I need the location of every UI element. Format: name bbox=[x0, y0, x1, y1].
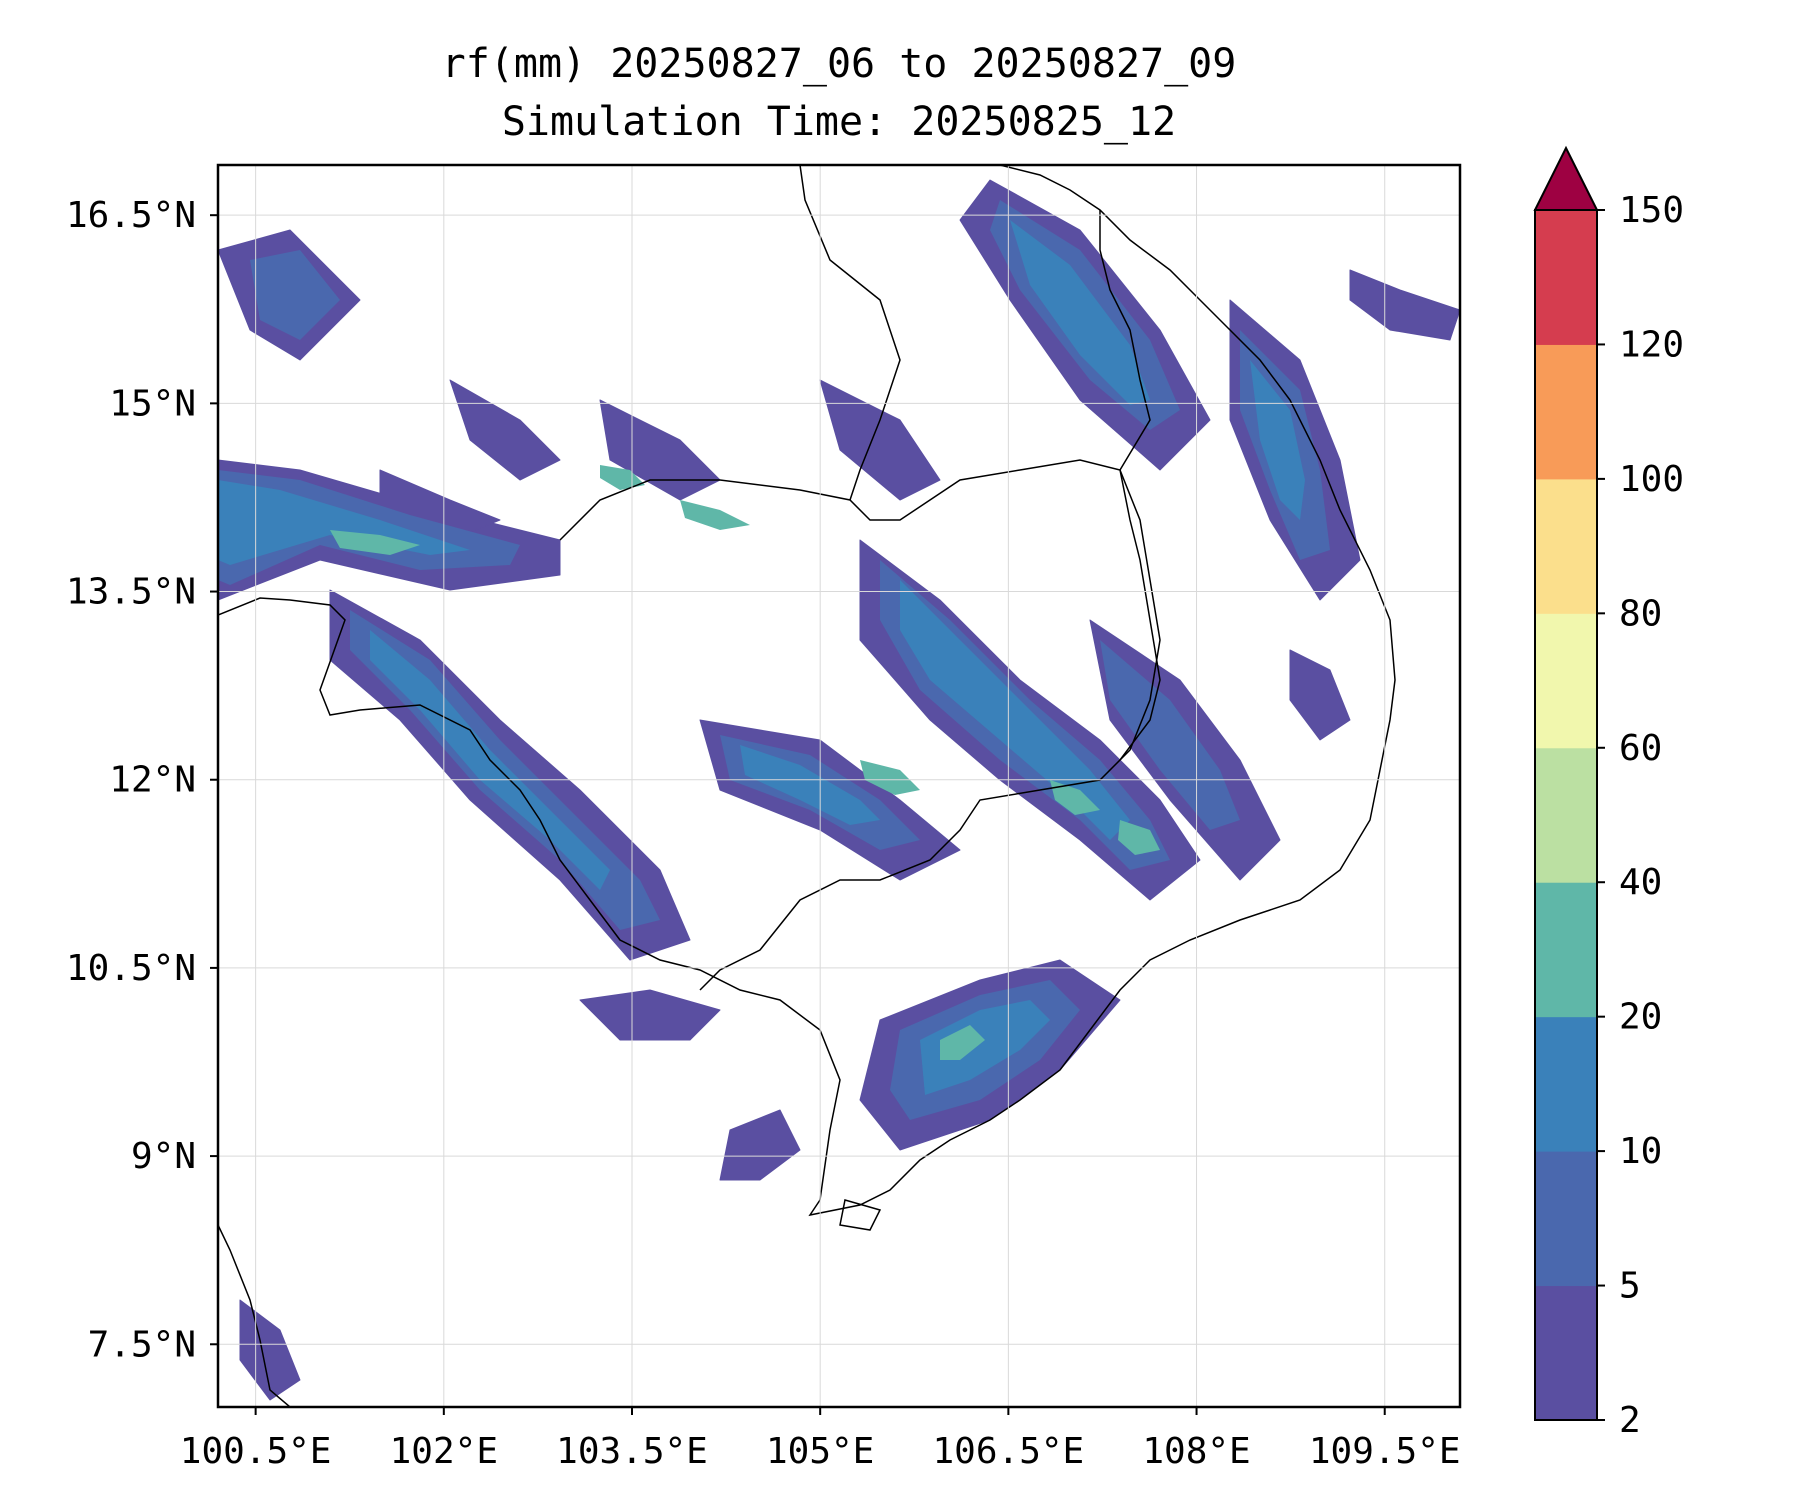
colorbar-tick-label: 80 bbox=[1619, 593, 1662, 634]
lon-tick-label: 108°E bbox=[1142, 1431, 1250, 1472]
map-gridlines bbox=[218, 165, 1460, 1407]
colorbar-tick-label: 100 bbox=[1619, 459, 1684, 500]
colorbar-segment bbox=[1535, 478, 1597, 614]
colorbar-tick-label: 20 bbox=[1619, 997, 1662, 1038]
lon-tick-label: 103.5°E bbox=[556, 1431, 708, 1472]
coastline-and-borders bbox=[218, 165, 1396, 1407]
lon-tick-label: 105°E bbox=[766, 1431, 874, 1472]
colorbar-extend-arrow bbox=[1533, 145, 1599, 211]
latitude-axis: 7.5°N 9°N 10.5°N 12°N 13.5°N 15°N 16.5°N bbox=[66, 195, 218, 1365]
map-plot-area bbox=[218, 165, 1460, 1407]
colorbar-segment bbox=[1535, 747, 1597, 883]
colorbar-segment bbox=[1535, 1016, 1597, 1152]
lat-tick-label: 7.5°N bbox=[88, 1324, 196, 1365]
lon-tick-label: 109.5°E bbox=[1309, 1431, 1461, 1472]
lat-tick-label: 9°N bbox=[131, 1136, 196, 1177]
colorbar-segment bbox=[1535, 210, 1597, 345]
colorbar: 2 5 10 20 40 60 80 100 120 150 bbox=[1533, 145, 1684, 1441]
colorbar-frame bbox=[1534, 209, 1598, 1421]
colorbar-segment bbox=[1535, 882, 1597, 1018]
colorbar-tick-label: 40 bbox=[1619, 862, 1662, 903]
colorbar-tick-label: 150 bbox=[1619, 190, 1684, 231]
map-frame bbox=[216, 163, 1462, 1409]
lat-tick-label: 16.5°N bbox=[66, 195, 196, 236]
colorbar-segment bbox=[1535, 344, 1597, 480]
longitude-axis: 100.5°E 102°E 103.5°E 105°E 106.5°E 108°E 109.… bbox=[180, 1407, 1461, 1472]
chart-title: rf(mm) 20250827_06 to 20250827_09 bbox=[441, 41, 1237, 87]
colorbar-segment bbox=[1535, 1285, 1597, 1421]
colorbar-segment bbox=[1535, 613, 1597, 749]
lon-tick-label: 102°E bbox=[390, 1431, 498, 1472]
colorbar-tick-label: 5 bbox=[1619, 1266, 1641, 1307]
chart-subtitle: Simulation Time: 20250825_12 bbox=[501, 99, 1177, 145]
colorbar-tick-label: 10 bbox=[1619, 1131, 1662, 1172]
colorbar-tick-label: 2 bbox=[1619, 1400, 1641, 1441]
lon-tick-label: 106.5°E bbox=[933, 1431, 1085, 1472]
lat-tick-label: 13.5°N bbox=[66, 572, 196, 613]
rainfall-field-20-40mm bbox=[330, 465, 1160, 1060]
colorbar-tick-label: 120 bbox=[1619, 324, 1684, 365]
lat-tick-label: 12°N bbox=[109, 760, 196, 801]
colorbar-segment bbox=[1535, 1151, 1597, 1287]
lat-tick-label: 15°N bbox=[109, 383, 196, 424]
lat-tick-label: 10.5°N bbox=[66, 948, 196, 989]
lon-tick-label: 100.5°E bbox=[180, 1431, 332, 1472]
colorbar-tick-label: 60 bbox=[1619, 728, 1662, 769]
